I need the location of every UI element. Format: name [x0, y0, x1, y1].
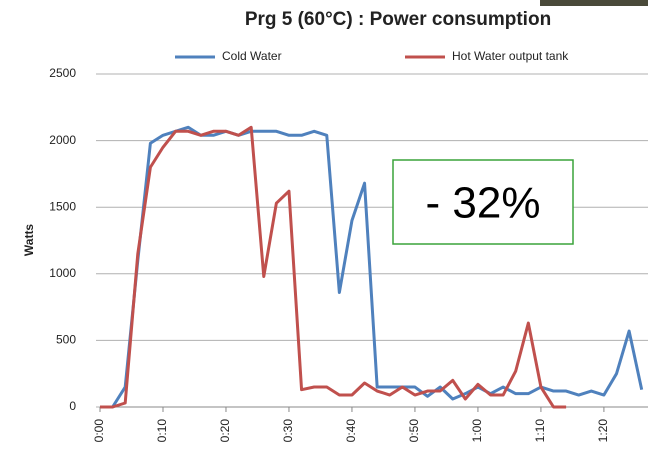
legend-label: Hot Water output tank: [452, 49, 569, 63]
page: {"chart_data": {"type": "line", "title":…: [0, 0, 648, 461]
x-tick-label: 1:00: [470, 419, 484, 443]
y-tick-label: 1500: [49, 199, 76, 213]
y-tick-label: 1000: [49, 266, 76, 280]
chart-title: Prg 5 (60°C) : Power consumption: [245, 9, 551, 30]
annotation: - 32%: [426, 179, 541, 228]
y-tick-label: 500: [56, 333, 76, 347]
photo-edge: [540, 0, 648, 6]
x-tick-label: 0:50: [407, 419, 421, 443]
x-tick-label: 0:30: [281, 419, 295, 443]
y-tick-label: 0: [69, 399, 76, 413]
legend-label: Cold Water: [222, 49, 282, 63]
x-tick-label: 1:10: [533, 419, 547, 443]
x-tick-label: 0:40: [344, 419, 358, 443]
chart: Prg 5 (60°C) : Power consumption Watts -…: [0, 0, 648, 461]
x-tick-label: 1:20: [596, 419, 610, 443]
x-tick-label: 0:00: [92, 419, 106, 443]
x-tick-label: 0:10: [155, 419, 169, 443]
y-tick-label: 2500: [49, 66, 76, 80]
y-tick-label: 2000: [49, 133, 76, 147]
y-axis-label: Watts: [22, 224, 36, 257]
x-tick-label: 0:20: [218, 419, 232, 443]
